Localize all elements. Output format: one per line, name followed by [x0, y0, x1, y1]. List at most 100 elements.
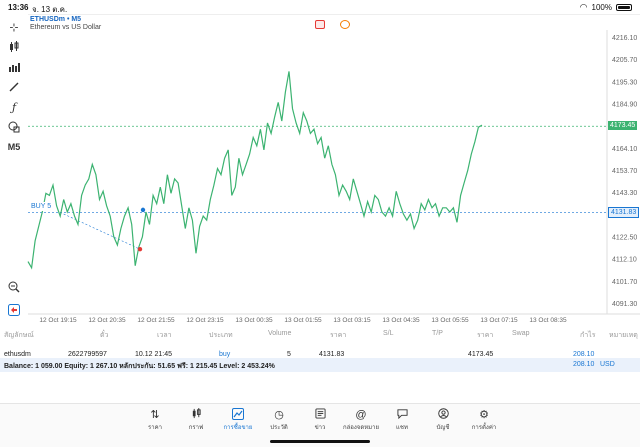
entry-price-tag: 4131.83: [608, 207, 640, 219]
chart-symbol: ETHUSDm • M5: [30, 16, 82, 23]
nav-mailbox[interactable]: @ กล่องจดหมาย: [341, 408, 381, 432]
row-type: buy: [219, 351, 231, 358]
nav-trade[interactable]: การซื้อขาย: [218, 408, 258, 432]
nav-account[interactable]: บัญชี: [423, 408, 463, 432]
y-tick-label: 4195.30: [612, 79, 637, 86]
buy-button[interactable]: [340, 20, 350, 29]
position-label[interactable]: BUY 5: [29, 202, 54, 212]
bottom-navigation: ⇅ ราคา กราฟ การซื้อขาย ◷ ประวัติ ข่าว @ …: [0, 403, 640, 447]
row-open-price: 4131.83: [319, 351, 345, 358]
x-tick-label: 13 Oct 00:35: [235, 317, 273, 322]
y-tick-label: 4216.10: [612, 35, 637, 42]
header-symbol: สัญลักษณ์: [4, 332, 34, 339]
header-ticket: ตั๋ว: [100, 332, 109, 339]
x-tick-label: 13 Oct 03:15: [333, 317, 371, 322]
indicators-icon[interactable]: ƒ: [11, 100, 17, 114]
row-current-price: 4173.45: [468, 351, 494, 358]
nav-news[interactable]: ข่าว: [300, 408, 340, 432]
chart-type-candles-icon[interactable]: [4, 38, 24, 56]
nav-quotes[interactable]: ⇅ ราคา: [135, 408, 175, 432]
x-tick-label: 12 Oct 23:15: [186, 317, 224, 322]
zoom-icon[interactable]: [4, 278, 24, 296]
status-time: 13:36: [8, 3, 29, 12]
nav-settings[interactable]: ⚙ การตั้งค่า: [464, 408, 504, 432]
history-icon: ◷: [274, 409, 284, 421]
nav-trade-label: การซื้อขาย: [223, 425, 253, 431]
battery-icon: [616, 4, 632, 11]
sell-button[interactable]: [315, 20, 325, 29]
home-indicator: [270, 440, 370, 443]
header-swap: Swap: [512, 330, 530, 337]
one-click-trading-icon[interactable]: [4, 301, 24, 319]
nav-chat-label: แชท: [396, 425, 408, 431]
header-profit: กำไร: [580, 332, 596, 339]
header-open-price: ราคา: [330, 332, 347, 339]
price-chart[interactable]: 4216.104205.704195.304184.904174.504164.…: [0, 0, 640, 322]
draw-line-icon[interactable]: [4, 78, 24, 96]
x-tick-label: 12 Oct 19:15: [39, 317, 77, 322]
y-tick-label: 4164.10: [612, 146, 637, 153]
status-bar: 13:36 จ. 13 ต.ค. ◠ 100%: [0, 0, 640, 14]
x-tick-label: 12 Oct 21:55: [137, 317, 175, 322]
crosshair-icon[interactable]: ⊹: [9, 21, 19, 34]
x-tick-label: 13 Oct 05:55: [431, 317, 469, 322]
nav-chart[interactable]: กราฟ: [176, 408, 216, 432]
x-tick-label: 12 Oct 20:35: [88, 317, 126, 322]
nav-settings-label: การตั้งค่า: [471, 425, 497, 431]
nav-chat[interactable]: แชท: [382, 408, 422, 432]
nav-chart-label: กราฟ: [188, 425, 204, 431]
header-time: เวลา: [157, 332, 172, 339]
row-volume: 5: [287, 351, 291, 358]
y-tick-label: 4112.10: [612, 257, 637, 264]
timeframe-button[interactable]: M5: [7, 142, 21, 152]
y-tick-label: 4091.30: [612, 301, 637, 308]
candles-icon: [176, 408, 216, 422]
nav-mailbox-label: กล่องจดหมาย: [342, 425, 380, 431]
account-icon: [423, 408, 463, 422]
nav-history[interactable]: ◷ ประวัติ: [259, 408, 299, 432]
header-tp: T/P: [432, 330, 443, 337]
balance-total-profit: 208.10: [573, 361, 595, 368]
wifi-icon: ◠: [579, 2, 588, 12]
row-time: 10.12 21:45: [135, 351, 172, 358]
header-comment: หมายเหตุ: [609, 332, 638, 339]
y-tick-label: 4122.50: [612, 235, 637, 242]
balance-currency: USD: [600, 361, 615, 368]
y-tick-label: 4101.70: [612, 279, 637, 286]
table-row[interactable]: ethusdm 2622799597 10.12 21:45 buy 5 413…: [0, 346, 640, 366]
table-header: สัญลักษณ์ ตั๋ว เวลา ประเภท Volume ราคา S…: [0, 326, 640, 346]
status-date: จ. 13 ต.ค.: [32, 5, 68, 14]
chart-toolbar: ⊹ ƒ M5: [0, 14, 28, 320]
row-profit: 208.10: [573, 351, 595, 358]
trade-chart-icon: [218, 408, 258, 422]
y-tick-label: 4205.70: [612, 57, 637, 64]
row-ticket: 2622799597: [68, 351, 107, 358]
price-series-line: [27, 71, 483, 270]
x-tick-label: 13 Oct 07:15: [480, 317, 518, 322]
y-tick-label: 4143.30: [612, 190, 637, 197]
nav-quotes-label: ราคา: [148, 425, 162, 431]
current-price-tag: 4173.45: [608, 121, 638, 131]
x-tick-label: 13 Oct 08:35: [529, 317, 567, 322]
order-marker: [137, 246, 143, 252]
chart-panel[interactable]: [28, 14, 640, 320]
nav-account-label: บัญชี: [436, 425, 450, 431]
trade-connector-line: [59, 212, 141, 250]
at-icon: @: [355, 409, 367, 421]
objects-icon[interactable]: [4, 118, 24, 136]
chart-description: Ethereum vs US Dollar: [30, 24, 102, 31]
arrows-icon: ⇅: [150, 409, 160, 421]
nav-history-label: ประวัติ: [270, 425, 288, 431]
header-sl: S/L: [383, 330, 394, 337]
balance-summary: Balance: 1 059.00 Equity: 1 267.10 หลักป…: [4, 363, 275, 370]
chart-bars-icon[interactable]: [4, 58, 24, 76]
entry-marker: [140, 207, 146, 213]
header-volume: Volume: [268, 330, 292, 337]
chat-icon: [382, 408, 422, 422]
header-current-price: ราคา: [477, 332, 494, 339]
y-tick-label: 4153.70: [612, 168, 637, 175]
x-tick-label: 13 Oct 01:55: [284, 317, 322, 322]
balance-bar: Balance: 1 059.00 Equity: 1 267.10 หลักป…: [0, 358, 640, 372]
y-tick-label: 4184.90: [612, 102, 637, 109]
gear-icon: ⚙: [479, 409, 489, 421]
